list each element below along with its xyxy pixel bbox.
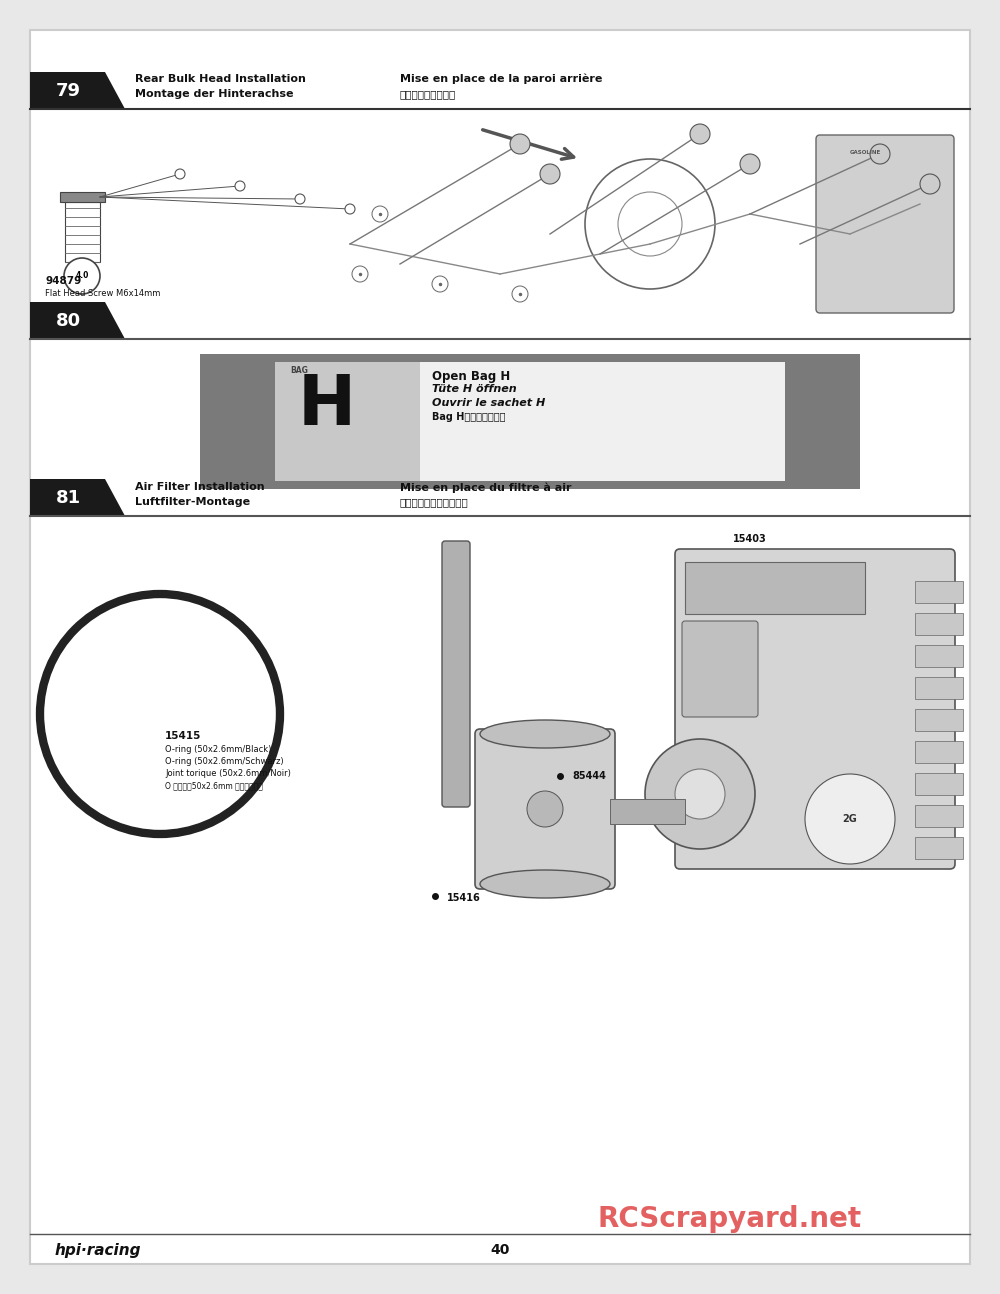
Circle shape [540,164,560,184]
FancyBboxPatch shape [915,805,963,827]
Text: 2G: 2G [843,814,857,824]
Circle shape [64,258,100,294]
FancyBboxPatch shape [915,677,963,699]
Circle shape [527,791,563,827]
Circle shape [920,173,940,194]
Circle shape [690,124,710,144]
Circle shape [235,181,245,192]
Circle shape [352,267,368,282]
Text: 40: 40 [490,1244,510,1256]
FancyBboxPatch shape [675,549,955,870]
Text: 15416: 15416 [447,893,481,903]
Circle shape [675,769,725,819]
Text: H: H [298,371,356,439]
Text: Luftfilter-Montage: Luftfilter-Montage [135,497,250,507]
Text: Ouvrir le sachet H: Ouvrir le sachet H [432,399,545,408]
Text: リアバルクの取付け: リアバルクの取付け [400,89,456,100]
FancyBboxPatch shape [442,541,470,807]
FancyBboxPatch shape [200,355,860,489]
FancyBboxPatch shape [682,621,758,717]
Circle shape [510,135,530,154]
Text: 80: 80 [55,312,81,330]
FancyBboxPatch shape [60,192,105,202]
Circle shape [645,739,755,849]
Circle shape [870,144,890,164]
FancyBboxPatch shape [915,741,963,763]
FancyBboxPatch shape [30,30,970,1264]
Text: O-ring (50x2.6mm/Schwarz): O-ring (50x2.6mm/Schwarz) [165,757,284,766]
Text: Joint torique (50x2.6mm/Noir): Joint torique (50x2.6mm/Noir) [165,769,291,778]
Text: hpi·racing: hpi·racing [55,1242,142,1258]
Text: Mise en place du filtre à air: Mise en place du filtre à air [400,481,572,493]
Text: Air Filter Installation: Air Filter Installation [135,481,265,492]
Circle shape [345,204,355,214]
Text: 15403: 15403 [733,534,767,543]
Circle shape [512,286,528,302]
FancyBboxPatch shape [275,362,420,481]
Text: 15415: 15415 [165,731,201,741]
FancyBboxPatch shape [915,709,963,731]
FancyBboxPatch shape [816,135,954,313]
Text: O リング（50x2.6mm ／ブラック）: O リング（50x2.6mm ／ブラック） [165,782,263,791]
Circle shape [805,774,895,864]
FancyBboxPatch shape [915,644,963,666]
Text: Open Bag H: Open Bag H [432,370,510,383]
Text: BAG: BAG [290,366,308,375]
Text: Rear Bulk Head Installation: Rear Bulk Head Installation [135,74,306,84]
Polygon shape [30,302,125,339]
FancyBboxPatch shape [915,581,963,603]
Circle shape [432,276,448,292]
Text: 81: 81 [55,489,81,507]
Circle shape [740,154,760,173]
FancyBboxPatch shape [915,837,963,859]
Text: Tüte H öffnen: Tüte H öffnen [432,384,517,393]
Circle shape [175,170,185,179]
FancyBboxPatch shape [685,562,865,613]
FancyBboxPatch shape [610,798,685,824]
Text: Montage der Hinterachse: Montage der Hinterachse [135,89,294,100]
FancyBboxPatch shape [915,773,963,795]
Text: 4.0: 4.0 [75,272,89,281]
Circle shape [372,206,388,223]
FancyBboxPatch shape [275,362,785,481]
Ellipse shape [480,719,610,748]
Circle shape [295,194,305,204]
Text: エアフィルターの取付け: エアフィルターの取付け [400,497,469,507]
Polygon shape [30,72,125,109]
Ellipse shape [480,870,610,898]
Text: Flat Head Screw M6x14mm: Flat Head Screw M6x14mm [45,289,160,298]
FancyBboxPatch shape [915,613,963,635]
Text: 85444: 85444 [572,771,606,782]
FancyBboxPatch shape [475,729,615,889]
Text: RCScrapyard.net: RCScrapyard.net [598,1205,862,1233]
Text: 94879: 94879 [45,276,81,286]
Text: GASOLINE: GASOLINE [850,150,881,155]
Text: O-ring (50x2.6mm/Black): O-ring (50x2.6mm/Black) [165,745,271,754]
Text: 79: 79 [56,82,80,100]
Text: Bag Hを開封します。: Bag Hを開封します。 [432,411,506,422]
Polygon shape [30,479,125,516]
Text: Mise en place de la paroi arrière: Mise en place de la paroi arrière [400,74,602,84]
